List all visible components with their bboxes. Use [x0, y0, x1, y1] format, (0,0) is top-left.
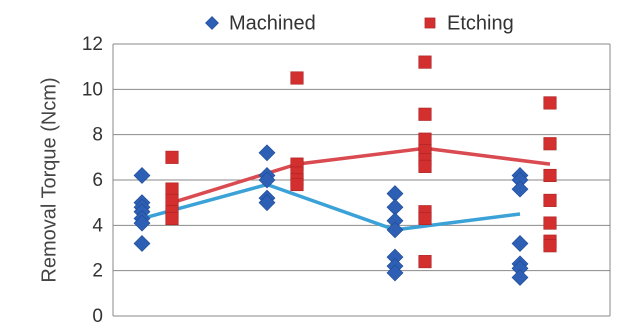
data-point-etching [543, 137, 557, 151]
data-point-etching [418, 107, 432, 121]
data-point-machined [511, 269, 529, 286]
data-point-machined [258, 171, 276, 189]
legend: Machined Etching [205, 12, 514, 34]
data-point-etching [165, 211, 179, 226]
y-tick-label: 0 [92, 306, 103, 324]
y-axis-ticks: 0 2 4 6 8 10 12 [82, 34, 104, 324]
y-tick-label: 4 [92, 215, 103, 236]
data-points [133, 55, 557, 286]
data-point-etching [418, 55, 432, 69]
data-point-etching [543, 96, 557, 110]
data-point-etching [543, 216, 557, 230]
data-point-etching [543, 168, 557, 183]
data-point-machined [258, 194, 276, 212]
grid [112, 43, 611, 317]
legend-marker-etching [424, 17, 436, 29]
data-point-machined [133, 214, 151, 232]
data-point-etching [418, 159, 432, 173]
data-point-etching [290, 177, 304, 192]
data-point-machined [133, 235, 151, 252]
data-point-etching [543, 193, 557, 207]
data-point-machined [258, 144, 276, 162]
y-tick-label: 6 [92, 170, 103, 191]
data-point-machined [511, 180, 529, 198]
data-point-etching [165, 150, 179, 164]
y-tick-label: 12 [82, 34, 103, 55]
y-tick-label: 2 [92, 261, 103, 282]
data-point-etching [418, 211, 432, 226]
data-point-etching [418, 255, 432, 269]
data-point-machined [386, 264, 404, 282]
legend-label-machined: Machined [229, 12, 316, 34]
data-point-machined [386, 221, 404, 239]
data-point-etching [165, 182, 179, 196]
data-point-machined [133, 167, 151, 184]
y-tick-label: 8 [92, 125, 103, 146]
legend-marker-machined [205, 16, 219, 30]
mean-line-machined [141, 182, 521, 232]
data-point-etching [543, 239, 557, 253]
data-point-etching [165, 193, 179, 207]
y-axis-label: Removal Torque (Ncm) [38, 77, 60, 282]
mean-line-etching [171, 146, 551, 205]
y-tick-label: 10 [82, 79, 103, 100]
data-point-etching [418, 132, 432, 146]
data-point-etching [290, 71, 304, 85]
data-point-machined [511, 235, 529, 252]
mean-lines [141, 146, 551, 232]
legend-label-etching: Etching [447, 12, 514, 34]
